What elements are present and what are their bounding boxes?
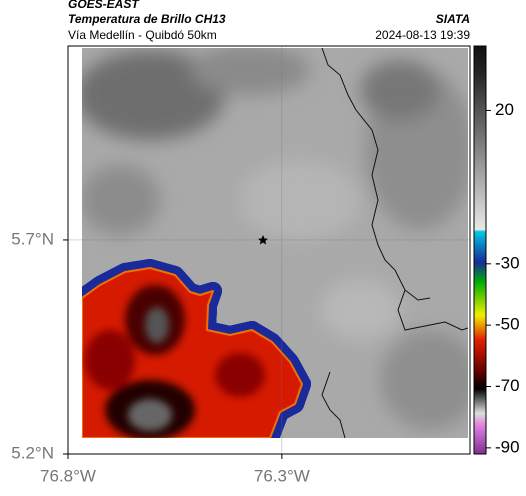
station-marker	[258, 235, 268, 245]
colorbar-tick-label: -50	[495, 315, 520, 334]
source: SIATA	[436, 12, 470, 26]
y-tick-label: 5.7°N	[11, 229, 54, 248]
subtitle: Temperatura de Brillo CH13	[68, 12, 226, 26]
colorbar-tick-label: 20	[495, 100, 514, 119]
x-tick-label: 76.3°W	[254, 466, 310, 485]
title: GOES-EAST	[68, 0, 140, 11]
timestamp: 2024-08-13 19:39	[375, 28, 470, 42]
map-frame	[67, 45, 471, 455]
x-tick-label: 76.8°W	[40, 466, 96, 485]
y-tick-label: 5.2°N	[11, 443, 54, 462]
colorbar-tick-label: -70	[495, 376, 520, 395]
colorbar	[473, 45, 487, 455]
colorbar-tick-label: -90	[495, 437, 520, 456]
colorbar-tick-label: -30	[495, 253, 520, 272]
imagery	[82, 48, 468, 438]
region: Vía Medellín - Quibdó 50km	[68, 28, 217, 42]
